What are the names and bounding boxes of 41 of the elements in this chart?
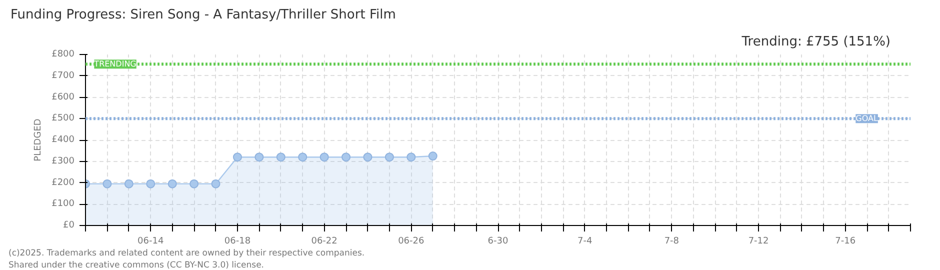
chart-subtitle: Trending: £755 (151%) [740,34,891,50]
x-tick-label: 7-16 [835,236,856,246]
x-tick-label: 7-8 [664,236,680,246]
point [384,152,394,162]
text: Shared under the creative commons (CC BY-NC 3.0) license. [8,260,264,270]
x-tick-label: 06-26 [398,236,425,246]
y-tick-label: £800 [52,50,75,60]
point [232,152,242,162]
chart-title: Funding Progress: Siren Song - A Fantasy/Thriller Short Film [10,8,396,22]
ref-line-label: GOAL [856,114,878,124]
point [254,152,264,162]
y-tick-label: £400 [52,135,75,145]
point [298,152,308,162]
point [211,179,220,188]
point [276,152,286,162]
point [320,152,329,162]
point [342,152,351,162]
point [428,152,438,161]
ref-line-label: TRENDING [93,60,136,69]
x-tick-label: 06-18 [224,236,251,246]
y-tick-label: £0 [63,220,75,230]
point [146,179,156,188]
point [363,152,372,162]
y-tick-label: £500 [52,114,75,124]
point [190,179,199,188]
y-tick-label: £700 [52,70,75,81]
y-tick-label: £600 [52,92,75,102]
x-tick-label: 7-12 [748,236,769,246]
x-tick-label: 06-22 [311,236,338,246]
point [102,179,112,188]
y-tick-label: £100 [52,199,75,210]
y-tick-label: £300 [52,156,75,166]
x-tick-label: 7-4 [577,236,592,246]
point [406,152,416,162]
point [124,179,134,188]
x-tick-label: 06-14 [138,236,164,246]
y-tick-label: £200 [52,178,75,188]
y-axis-title: PLEDGED [34,118,44,162]
x-tick-label: 6-30 [488,236,508,246]
point [168,179,177,188]
text: (c)2025. Trademarks and related content are owned by their respective companies. [8,248,365,258]
